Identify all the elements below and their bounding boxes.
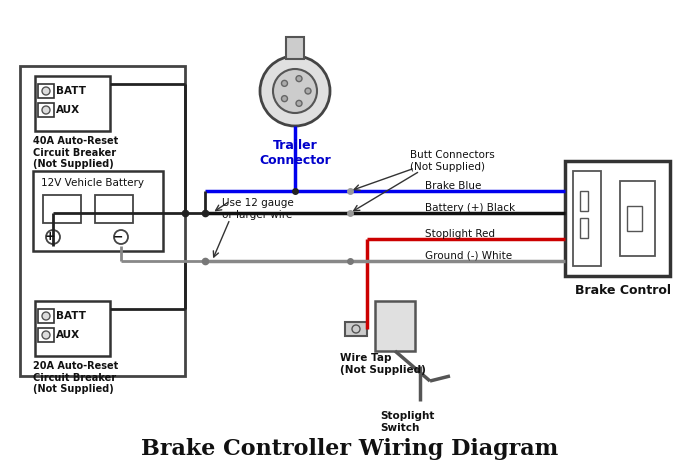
Text: Battery (+) Black: Battery (+) Black — [425, 203, 515, 213]
Text: 40A Auto-Reset
Circuit Breaker
(Not Supplied): 40A Auto-Reset Circuit Breaker (Not Supp… — [33, 136, 118, 169]
Text: Trailer
Connector: Trailer Connector — [259, 139, 331, 167]
Bar — [35, 301, 110, 356]
Text: +: + — [45, 230, 55, 244]
Bar — [580, 218, 588, 238]
Circle shape — [281, 81, 288, 86]
Circle shape — [273, 69, 317, 113]
Circle shape — [281, 96, 288, 102]
Text: Stoplight
Switch: Stoplight Switch — [380, 411, 435, 432]
Bar — [375, 301, 415, 351]
Text: Ground (-) White: Ground (-) White — [425, 251, 512, 261]
Bar — [565, 161, 670, 276]
Circle shape — [296, 100, 302, 106]
Circle shape — [42, 87, 50, 95]
Bar — [20, 66, 185, 376]
Text: Stoplight Red: Stoplight Red — [425, 229, 495, 239]
Bar — [95, 195, 133, 223]
Bar — [33, 171, 163, 251]
Circle shape — [305, 88, 311, 94]
Text: Brake Control: Brake Control — [575, 284, 671, 298]
Bar — [38, 309, 54, 323]
Text: AUX: AUX — [56, 330, 80, 340]
Bar — [573, 171, 601, 266]
Text: Use 12 gauge
or larger wire: Use 12 gauge or larger wire — [222, 198, 294, 220]
Text: −: − — [113, 230, 123, 244]
Text: 12V Vehicle Battery: 12V Vehicle Battery — [41, 178, 144, 188]
Text: AUX: AUX — [56, 105, 80, 115]
Bar — [286, 37, 304, 59]
Text: BATT: BATT — [56, 311, 86, 321]
Circle shape — [296, 76, 302, 81]
Circle shape — [42, 331, 50, 339]
Bar — [38, 84, 54, 98]
Bar — [620, 181, 655, 256]
Text: 20A Auto-Reset
Circuit Breaker
(Not Supplied): 20A Auto-Reset Circuit Breaker (Not Supp… — [33, 361, 118, 394]
Bar — [35, 76, 110, 131]
Bar — [345, 322, 367, 336]
Text: Brake Controller Wiring Diagram: Brake Controller Wiring Diagram — [141, 438, 559, 460]
Circle shape — [42, 312, 50, 320]
Bar — [580, 191, 588, 211]
Circle shape — [42, 106, 50, 114]
Bar — [627, 206, 642, 231]
Bar — [43, 195, 81, 223]
Text: Brake Blue: Brake Blue — [425, 181, 482, 191]
Text: BATT: BATT — [56, 86, 86, 96]
Bar — [38, 103, 54, 117]
Text: Butt Connectors
(Not Supplied): Butt Connectors (Not Supplied) — [410, 150, 495, 172]
Circle shape — [260, 56, 330, 126]
Bar — [38, 328, 54, 342]
Text: Wire Tap
(Not Supplied): Wire Tap (Not Supplied) — [340, 353, 426, 374]
